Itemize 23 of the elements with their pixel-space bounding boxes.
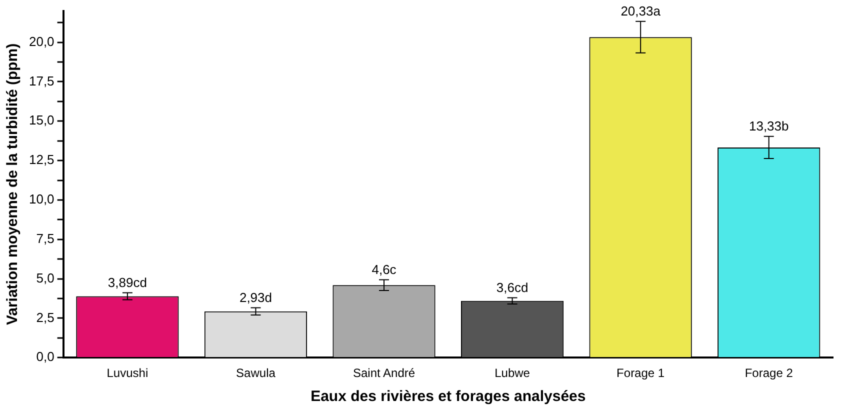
data-label: 3,89cd — [108, 274, 147, 290]
y-tick-label: 12,5 — [28, 152, 54, 168]
x-axis-title: Eaux des rivières et forages analysées — [310, 388, 586, 406]
x-tick-label: Sawula — [236, 366, 276, 380]
data-label: 20,33a — [620, 3, 662, 18]
x-tick-label: Saint André — [352, 366, 416, 380]
y-tick-label: 0,0 — [36, 349, 54, 364]
y-axis-title: Variation moyenne de la turbidité (ppm) — [4, 43, 22, 326]
y-tick-label: 17,5 — [28, 73, 54, 88]
y-tick-label: 2,5 — [36, 310, 54, 325]
y-tick-label: 10,0 — [28, 192, 54, 207]
y-tick-label: 20,0 — [28, 34, 54, 49]
x-tick-label: Forage 1 — [616, 366, 665, 380]
x-tick-label: Luvushi — [106, 366, 148, 380]
y-tick-label: 5,0 — [36, 270, 54, 286]
x-tick-label: Lubwe — [494, 366, 530, 380]
data-label: 3,6cd — [496, 280, 528, 295]
y-tick-label: 7,5 — [36, 230, 54, 246]
data-label: 2,93d — [239, 290, 272, 305]
x-tick-label: Forage 2 — [744, 366, 794, 380]
data-label: 13,33b — [748, 118, 789, 134]
y-tick-label: 15,0 — [28, 112, 54, 128]
data-label: 4,6c — [372, 262, 397, 277]
